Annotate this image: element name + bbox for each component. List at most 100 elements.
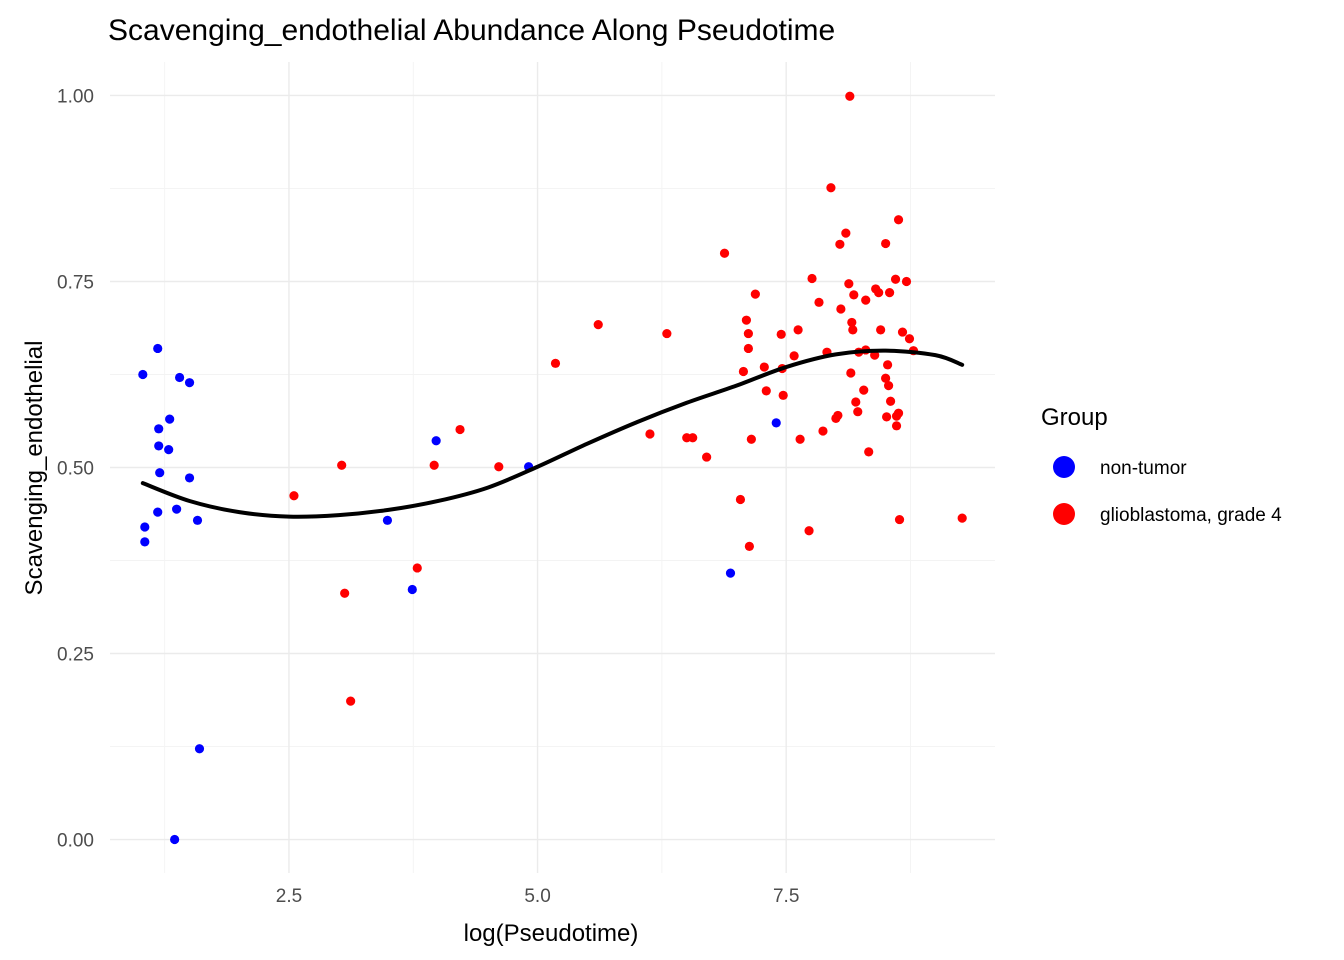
data-point [881,238,891,249]
data-point [175,372,185,383]
data-point [407,584,417,595]
data-point [170,834,180,845]
data-point [891,421,902,431]
data-point [382,515,393,525]
y-tick-label: 1.00 [57,86,94,107]
data-point [861,295,871,305]
data-points [138,91,967,845]
data-point [771,418,781,428]
y-tick-label: 0.50 [57,459,94,480]
data-point [184,378,195,388]
data-point [884,288,895,298]
data-point [818,426,828,436]
data-point [154,441,164,451]
data-point [848,325,858,335]
data-point [897,327,908,337]
data-point [849,290,859,300]
data-point [412,563,422,573]
data-point [893,215,904,225]
smooth-trend-line [140,348,965,519]
data-point [153,507,163,517]
legend: Group non-tumor glioblastoma, grade 4 [1041,404,1282,526]
legend-label-non-tumor: non-tumor [1100,458,1187,479]
data-point [140,537,150,547]
data-point [853,407,863,417]
data-point [847,317,857,328]
data-point [841,228,851,238]
x-axis-title: log(Pseudotime) [464,920,639,947]
data-point [901,276,912,287]
chart-title: Scavenging_endothelial Abundance Along P… [108,14,835,47]
data-point [789,351,799,361]
data-point [846,368,856,378]
data-point [662,328,672,339]
legend-key-non-tumor [1053,456,1075,478]
major-gridlines [110,62,995,873]
data-point [289,491,299,501]
data-point [744,541,754,551]
data-point [702,452,712,462]
data-point [155,468,165,478]
data-point [807,273,817,284]
data-point [851,397,861,407]
data-point [431,436,441,446]
data-point [874,288,884,298]
data-point [192,515,203,525]
data-point [826,183,836,193]
data-point [165,414,175,424]
data-point [761,386,771,396]
data-point [793,325,803,335]
data-point [885,396,896,406]
data-point [743,343,753,354]
data-point [738,366,749,377]
data-point [904,334,915,344]
y-tick-label: 0.75 [57,272,94,293]
data-point [882,412,892,422]
data-point [845,91,855,101]
data-point [743,328,753,339]
data-point [429,460,439,470]
data-point [550,358,561,368]
data-point [876,325,886,335]
minor-gridlines [110,62,995,873]
data-point [164,445,174,455]
data-point [741,315,752,325]
data-point [957,513,967,523]
data-point [814,297,824,307]
data-point [795,434,805,444]
data-point [833,410,843,421]
data-point [172,504,182,514]
data-point [455,424,465,435]
data-point [725,568,736,578]
data-point [884,381,894,391]
data-point [346,696,356,706]
data-point [140,522,150,532]
legend-label-glioblastoma: glioblastoma, grade 4 [1100,505,1282,526]
data-point [890,274,901,284]
x-axis-ticks: 2.5 5.0 7.5 [276,886,800,907]
y-tick-label: 0.00 [57,831,94,852]
data-point [340,588,350,598]
data-point [138,369,148,380]
y-axis-ticks: 0.00 0.25 0.50 0.75 1.00 [57,86,94,851]
x-tick-label: 5.0 [524,886,550,907]
data-point [836,304,846,314]
data-point [688,433,698,443]
data-point [894,514,905,525]
data-point [835,239,845,249]
data-point [859,385,869,395]
data-point [776,329,786,339]
data-point [881,373,891,383]
x-tick-label: 2.5 [276,886,302,907]
y-axis-title: Scavenging_endothelial [21,341,48,596]
data-point [735,494,746,505]
data-point [893,408,904,418]
legend-key-glioblastoma [1053,503,1075,525]
data-point [154,424,164,434]
data-point [746,434,756,444]
data-point [593,320,603,330]
data-point [184,473,195,483]
legend-title: Group [1041,404,1108,431]
data-point [883,360,893,370]
